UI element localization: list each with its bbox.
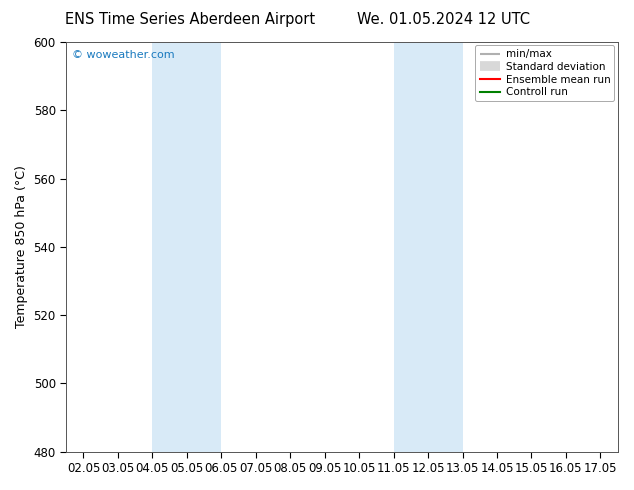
Legend: min/max, Standard deviation, Ensemble mean run, Controll run: min/max, Standard deviation, Ensemble me… — [476, 45, 614, 101]
Text: © woweather.com: © woweather.com — [72, 50, 174, 60]
Text: ENS Time Series Aberdeen Airport: ENS Time Series Aberdeen Airport — [65, 12, 315, 27]
Text: We. 01.05.2024 12 UTC: We. 01.05.2024 12 UTC — [358, 12, 530, 27]
Y-axis label: Temperature 850 hPa (°C): Temperature 850 hPa (°C) — [15, 166, 28, 328]
Bar — [152, 42, 221, 452]
Bar — [394, 42, 463, 452]
